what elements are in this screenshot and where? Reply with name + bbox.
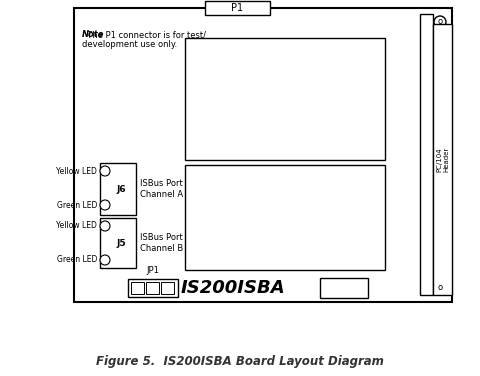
Text: J6: J6 (117, 185, 126, 194)
Text: Note: Note (82, 30, 104, 39)
Bar (433, 24, 452, 295)
Circle shape (100, 166, 110, 176)
Circle shape (100, 255, 110, 265)
Text: J5: J5 (117, 238, 126, 247)
Bar (420, 14, 433, 295)
Bar (185, 165, 385, 270)
Bar (100, 163, 136, 215)
Bar (185, 38, 385, 160)
Bar (146, 282, 159, 294)
Text: Green LED: Green LED (57, 200, 97, 209)
Bar (161, 282, 174, 294)
Text: Yellow LED: Yellow LED (56, 221, 97, 230)
Text: ISBus Port
Channel B: ISBus Port Channel B (140, 233, 183, 253)
Circle shape (434, 282, 446, 294)
Text: Green LED: Green LED (57, 256, 97, 264)
Text: P1: P1 (231, 3, 243, 13)
Text: Figure 5.  IS200ISBA Board Layout Diagram: Figure 5. IS200ISBA Board Layout Diagram (96, 355, 384, 368)
Bar (320, 278, 368, 298)
Text: ISBus Port
Channel A: ISBus Port Channel A (140, 179, 183, 199)
Text: o: o (437, 284, 443, 293)
Text: IS200ISBA: IS200ISBA (180, 279, 285, 297)
Text: o: o (437, 18, 443, 26)
Circle shape (434, 16, 446, 28)
Bar (128, 279, 178, 297)
Bar (100, 218, 136, 268)
Bar (131, 282, 144, 294)
Text: PC/104
Header: PC/104 Header (436, 147, 449, 172)
Text: The P1 connector is for test/
development use only.: The P1 connector is for test/ developmen… (82, 30, 206, 49)
Circle shape (100, 200, 110, 210)
Bar (74, 8, 452, 302)
Text: Yellow LED: Yellow LED (56, 167, 97, 176)
Bar (205, 1, 270, 15)
Circle shape (100, 221, 110, 231)
Text: JP1: JP1 (146, 266, 159, 275)
